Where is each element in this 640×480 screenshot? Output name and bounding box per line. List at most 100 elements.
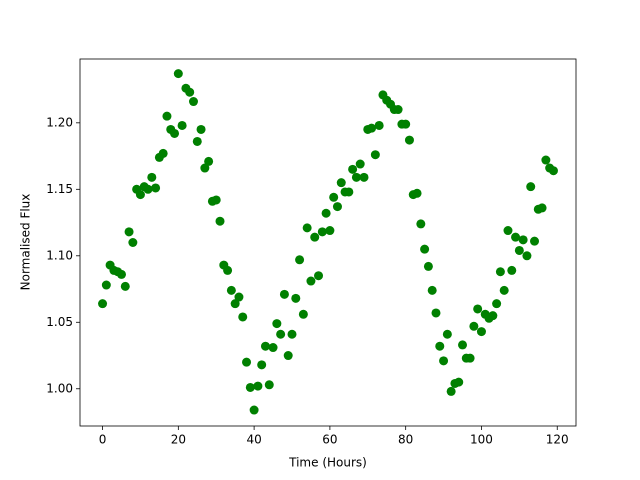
data-point bbox=[435, 341, 445, 351]
y-tick-label: 1.15 bbox=[46, 182, 73, 196]
data-point bbox=[287, 329, 297, 339]
y-axis-label: Normalised Flux bbox=[19, 194, 33, 291]
data-point bbox=[283, 351, 293, 361]
data-point bbox=[200, 163, 210, 173]
data-point bbox=[473, 304, 483, 314]
data-point bbox=[476, 327, 486, 337]
data-point bbox=[511, 232, 521, 242]
data-point bbox=[124, 227, 134, 237]
data-point bbox=[351, 172, 361, 182]
data-point bbox=[170, 128, 180, 138]
data-point bbox=[423, 261, 433, 271]
data-point bbox=[507, 265, 517, 275]
data-point bbox=[321, 208, 331, 218]
data-point bbox=[260, 341, 270, 351]
data-point bbox=[257, 360, 267, 370]
data-point bbox=[469, 321, 479, 331]
data-point bbox=[367, 123, 377, 133]
data-point bbox=[431, 308, 441, 318]
data-point bbox=[226, 285, 236, 295]
data-point bbox=[514, 245, 524, 255]
data-point bbox=[192, 136, 202, 146]
data-point bbox=[412, 188, 422, 198]
data-point bbox=[329, 192, 339, 202]
data-point bbox=[393, 105, 403, 115]
data-point bbox=[116, 269, 126, 279]
x-tick-label: 60 bbox=[322, 433, 337, 447]
data-point bbox=[404, 135, 414, 145]
data-point bbox=[185, 87, 195, 97]
data-point bbox=[298, 309, 308, 319]
x-tick-label: 40 bbox=[246, 433, 261, 447]
data-point bbox=[306, 276, 316, 286]
data-point bbox=[420, 244, 430, 254]
data-point bbox=[495, 267, 505, 277]
data-point bbox=[503, 226, 513, 236]
data-point bbox=[268, 343, 278, 353]
data-point bbox=[147, 172, 157, 182]
data-point bbox=[442, 329, 452, 339]
y-tick-label: 1.05 bbox=[46, 315, 73, 329]
data-point bbox=[458, 340, 468, 350]
data-point bbox=[279, 289, 289, 299]
x-tick-label: 20 bbox=[171, 433, 186, 447]
y-tick-label: 1.20 bbox=[46, 115, 73, 129]
data-point bbox=[158, 148, 168, 158]
data-point bbox=[135, 190, 145, 200]
data-point bbox=[238, 312, 248, 322]
data-point bbox=[370, 150, 380, 160]
data-point bbox=[401, 119, 411, 129]
x-axis-label: Time (Hours) bbox=[288, 456, 367, 470]
data-point bbox=[526, 182, 536, 192]
data-point bbox=[439, 356, 449, 366]
x-tick-label: 120 bbox=[546, 433, 569, 447]
data-point bbox=[522, 251, 532, 261]
data-point bbox=[204, 156, 214, 166]
data-point bbox=[488, 311, 498, 321]
data-point bbox=[499, 285, 509, 295]
data-point bbox=[344, 187, 354, 197]
data-point bbox=[223, 265, 233, 275]
data-point bbox=[143, 184, 153, 194]
data-point bbox=[541, 155, 551, 165]
data-point bbox=[332, 202, 342, 212]
data-point bbox=[245, 382, 255, 392]
data-point bbox=[211, 195, 221, 205]
data-point bbox=[355, 159, 365, 169]
y-tick-label: 1.00 bbox=[46, 381, 73, 395]
data-point bbox=[348, 164, 358, 174]
data-point bbox=[317, 227, 327, 237]
data-point bbox=[173, 69, 183, 79]
plot-frame bbox=[79, 58, 577, 427]
data-point bbox=[548, 166, 558, 176]
data-point bbox=[276, 329, 286, 339]
y-tick-label: 1.10 bbox=[46, 248, 73, 262]
data-point bbox=[291, 293, 301, 303]
data-point bbox=[234, 292, 244, 302]
data-point bbox=[242, 357, 252, 367]
data-point bbox=[196, 124, 206, 134]
data-point bbox=[264, 380, 274, 390]
x-tick-label: 80 bbox=[398, 433, 413, 447]
data-point bbox=[374, 120, 384, 130]
data-point bbox=[314, 271, 324, 281]
data-point bbox=[518, 235, 528, 245]
data-point bbox=[101, 280, 111, 290]
data-point bbox=[128, 238, 138, 247]
data-point bbox=[454, 377, 464, 387]
x-tick-label: 0 bbox=[99, 433, 107, 447]
data-point bbox=[177, 120, 187, 130]
data-point bbox=[162, 111, 172, 121]
data-point bbox=[295, 255, 305, 265]
data-point bbox=[302, 223, 312, 233]
data-point bbox=[446, 386, 456, 396]
data-point bbox=[336, 178, 346, 188]
data-point bbox=[249, 405, 259, 415]
data-point bbox=[151, 183, 161, 193]
data-point bbox=[253, 381, 263, 391]
data-point bbox=[188, 97, 198, 107]
data-point bbox=[215, 216, 225, 226]
data-point bbox=[98, 299, 108, 309]
data-point bbox=[120, 281, 130, 291]
